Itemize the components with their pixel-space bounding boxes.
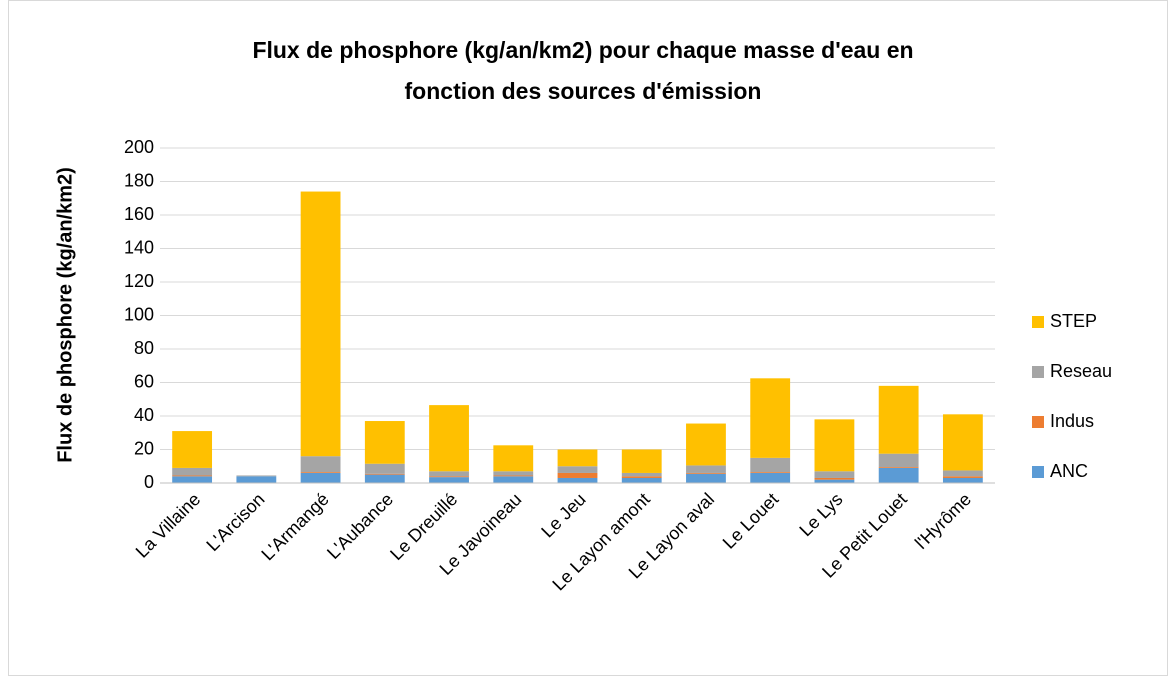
bar-segment — [814, 471, 855, 478]
bar-segment — [493, 475, 534, 477]
y-tick-label: 160 — [124, 204, 154, 224]
bar-segment — [750, 378, 791, 458]
bar-segment — [429, 405, 469, 472]
bar-segment — [172, 431, 213, 468]
bar-segment — [686, 423, 726, 466]
legend-swatch — [1032, 416, 1044, 428]
bar-segment — [429, 476, 469, 478]
bar-segment — [878, 467, 919, 468]
legend-label: Reseau — [1050, 361, 1112, 381]
y-tick-label: 200 — [124, 137, 154, 157]
bar-segment — [814, 479, 855, 483]
chart-title: fonction des sources d'émission — [405, 78, 762, 104]
bar-segment — [236, 476, 277, 483]
bar-segment — [364, 463, 405, 474]
y-tick-label: 60 — [134, 371, 154, 391]
legend-label: ANC — [1050, 461, 1088, 481]
bar-segment — [942, 414, 983, 471]
bar-segment — [364, 421, 405, 464]
bar-segment — [621, 472, 662, 477]
bar-segment — [814, 419, 855, 472]
bar-segment — [942, 470, 983, 477]
bar-segment — [621, 449, 662, 473]
bar-segment — [750, 457, 791, 473]
bar-segment — [300, 472, 341, 483]
bar-segment — [493, 476, 534, 483]
y-tick-label: 140 — [124, 237, 154, 257]
bar-segment — [429, 477, 469, 483]
bar-segment — [300, 191, 341, 457]
legend-swatch — [1032, 316, 1044, 328]
bar-segment — [429, 471, 469, 477]
y-tick-label: 80 — [134, 338, 154, 358]
bar-segment — [942, 477, 983, 483]
chart-title: Flux de phosphore (kg/an/km2) pour chaqu… — [252, 37, 913, 63]
bar-segment — [236, 475, 277, 477]
bar-segment — [878, 467, 919, 483]
bar-segment — [493, 471, 534, 476]
bar-segment — [750, 472, 791, 483]
legend-label: STEP — [1050, 311, 1097, 331]
y-tick-label: 100 — [124, 304, 154, 324]
legend-swatch — [1032, 366, 1044, 378]
bar-segment — [878, 453, 919, 468]
y-tick-label: 120 — [124, 271, 154, 291]
bar-segment — [686, 473, 726, 483]
bar-segment — [686, 465, 726, 473]
bar-segment — [364, 474, 405, 483]
bar-segment — [878, 385, 919, 454]
bar-segment — [172, 475, 213, 477]
y-axis-title: Flux de phosphore (kg/an/km2) — [54, 167, 76, 463]
bar-segment — [300, 456, 341, 473]
bar-segment — [814, 477, 855, 480]
bar-segment — [686, 472, 726, 474]
chart-border — [8, 0, 1168, 676]
y-tick-label: 20 — [134, 438, 154, 458]
legend-swatch — [1032, 466, 1044, 478]
bar-segment — [557, 477, 598, 483]
bar-segment — [942, 476, 983, 478]
bar-segment — [621, 477, 662, 483]
bar-segment — [557, 466, 598, 473]
y-tick-label: 0 — [144, 472, 154, 492]
bar-segment — [364, 473, 405, 475]
bar-segment — [172, 467, 213, 476]
y-tick-label: 180 — [124, 170, 154, 190]
bar-segment — [621, 476, 662, 478]
bar-segment — [172, 476, 213, 483]
bar-segment — [300, 472, 341, 473]
bar-segment — [557, 472, 598, 478]
bar-segment — [750, 472, 791, 473]
legend-label: Indus — [1050, 411, 1094, 431]
y-tick-label: 40 — [134, 405, 154, 425]
bar-segment — [493, 445, 534, 472]
bar-segment — [557, 449, 598, 467]
